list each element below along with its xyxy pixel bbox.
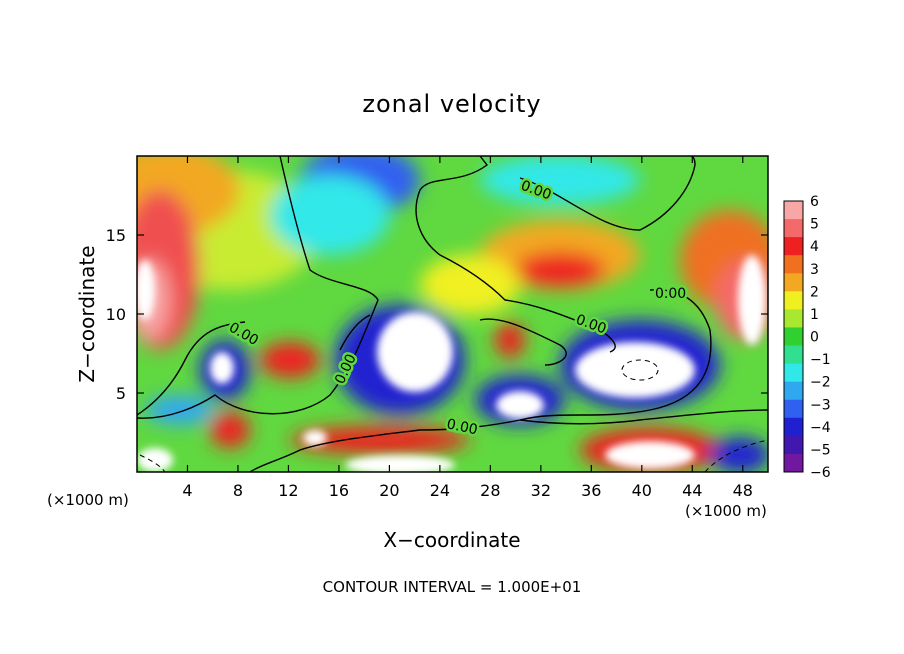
x-tick-label: 48 bbox=[733, 481, 753, 500]
x-tick-label: 28 bbox=[480, 481, 500, 500]
colorbar-tick-label: 0 bbox=[810, 330, 819, 346]
colorbar-tick-label: 6 bbox=[810, 194, 819, 210]
x-unit-right: (×1000 m) bbox=[685, 502, 767, 520]
colorbar-swatch bbox=[784, 237, 803, 256]
x-tick-label: 16 bbox=[329, 481, 349, 500]
colorbar-swatch bbox=[784, 453, 803, 473]
colorbar-tick-label: −3 bbox=[810, 397, 831, 413]
chart-title: zonal velocity bbox=[362, 90, 541, 118]
colorbar-swatch bbox=[784, 309, 803, 328]
x-tick-label: 24 bbox=[430, 481, 450, 500]
colorbar-tick-label: 2 bbox=[810, 284, 819, 300]
x-tick-label: 40 bbox=[632, 481, 652, 500]
colorbar-tick-label: −5 bbox=[810, 442, 831, 458]
x-tick-label: 32 bbox=[531, 481, 551, 500]
y-axis-ticks: 5 10 15 bbox=[106, 226, 768, 403]
colorbar-swatch bbox=[784, 381, 803, 401]
colorbar-tick-label: −6 bbox=[810, 465, 831, 481]
x-tick-label: 36 bbox=[581, 481, 601, 500]
x-tick-label: 12 bbox=[278, 481, 298, 500]
colorbar-swatch bbox=[784, 201, 803, 220]
colorbar-swatch bbox=[784, 417, 803, 437]
x-unit-left: (×1000 m) bbox=[47, 491, 129, 509]
colorbar-frame bbox=[783, 200, 804, 473]
colorbar-tick-label: −1 bbox=[810, 352, 831, 368]
colorbar-swatch bbox=[784, 399, 803, 419]
contour-interval-text: CONTOUR INTERVAL = 1.000E+01 bbox=[323, 578, 582, 596]
y-tick-label: 10 bbox=[106, 305, 126, 324]
colorbar-swatch bbox=[784, 363, 803, 383]
x-tick-label: 8 bbox=[233, 481, 243, 500]
x-tick-label: 4 bbox=[182, 481, 192, 500]
x-tick-label: 44 bbox=[682, 481, 702, 500]
x-axis-ticks: 4 8 12 16 20 24 28 32 36 40 44 48 bbox=[182, 156, 753, 500]
colorbar-swatch bbox=[784, 273, 803, 292]
y-axis-label: Z−coordinate bbox=[75, 245, 99, 382]
colorbar-tick-label: 3 bbox=[810, 262, 819, 278]
colorbar-swatch bbox=[784, 219, 803, 238]
colorbar-swatch bbox=[784, 291, 803, 310]
colorbar-swatch bbox=[784, 435, 803, 455]
colorbar-tick-label: −2 bbox=[810, 375, 831, 391]
colorbar-swatch bbox=[784, 327, 803, 347]
x-axis-label: X−coordinate bbox=[383, 528, 520, 552]
colorbar-tick-label: −4 bbox=[810, 420, 831, 436]
y-tick-label: 5 bbox=[116, 384, 126, 403]
colorbar-swatch bbox=[784, 345, 803, 365]
colorbar-tick-label: 1 bbox=[810, 307, 819, 323]
heatmap-field bbox=[137, 156, 768, 472]
colorbar: 6 5 4 3 2 1 0 −1 −2 −3 −4 −5 −6 bbox=[783, 194, 831, 481]
colorbar-tick-label: 4 bbox=[810, 239, 819, 255]
colorbar-tick-label: 5 bbox=[810, 217, 819, 233]
x-tick-label: 20 bbox=[379, 481, 399, 500]
contour-label: 0.00 bbox=[655, 286, 686, 302]
y-tick-label: 15 bbox=[106, 226, 126, 245]
colorbar-swatch bbox=[784, 255, 803, 274]
